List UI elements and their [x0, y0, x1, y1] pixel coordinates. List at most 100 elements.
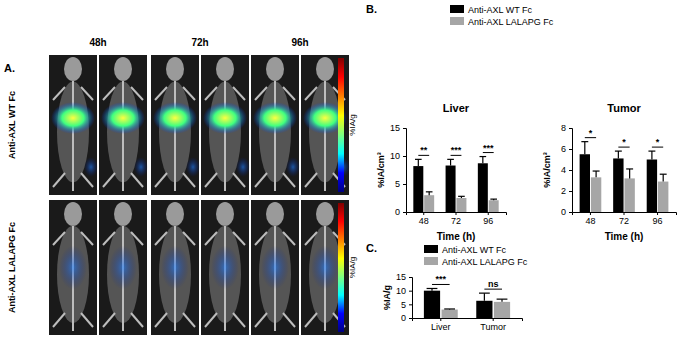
bar [591, 177, 601, 212]
error-bar-cap [490, 199, 497, 200]
tick-mark [624, 212, 625, 215]
panel-label: C. [366, 242, 377, 254]
limb [183, 87, 195, 100]
y-tick: 0 [395, 207, 406, 217]
limb [81, 87, 93, 100]
column-header: 96h [291, 37, 308, 48]
tick-mark [456, 212, 457, 215]
error-bar-stem [482, 157, 483, 164]
legend-swatch [450, 17, 464, 25]
error-bar [593, 171, 600, 177]
tick-label: 0 [561, 207, 566, 217]
error-bar [447, 159, 454, 165]
x-tick: Tumor [480, 318, 506, 332]
tick-label: 96 [653, 216, 663, 226]
error-bar-stem [618, 151, 619, 158]
limb [205, 232, 217, 245]
limb [81, 232, 93, 245]
skull [216, 202, 234, 226]
chart: 051015487296********LiverTime (h)%IA/cm³… [376, 5, 554, 243]
limb [255, 232, 267, 245]
limb [205, 173, 217, 187]
legend-label: Anti-AXL LALAPG Fc [468, 17, 554, 27]
tick-label: 48 [419, 216, 429, 226]
spine [224, 81, 226, 191]
uptake [253, 102, 297, 134]
bar [478, 163, 488, 212]
panel-label: A. [4, 62, 15, 74]
skull [266, 57, 284, 81]
bar [494, 302, 510, 318]
limb [155, 173, 167, 187]
uptake [286, 157, 300, 177]
limb [255, 173, 267, 187]
limb [53, 232, 65, 245]
error-bar [648, 151, 655, 159]
error-bar [660, 174, 667, 181]
limb [103, 173, 115, 187]
tick-label: 5 [401, 300, 406, 310]
tick-mark [657, 212, 658, 215]
uptake [109, 246, 137, 290]
chart-title: Liver [443, 102, 470, 114]
uptake [84, 157, 98, 177]
tick-mark [569, 149, 572, 150]
tick-label: 15 [396, 272, 406, 282]
error-bar [427, 288, 438, 290]
skull [64, 57, 82, 81]
mouse-image [301, 55, 350, 195]
x-tick: Liver [431, 318, 451, 332]
mouse-image [99, 200, 147, 335]
skull [114, 57, 132, 81]
image-background [251, 55, 299, 195]
significance-label: *** [483, 143, 494, 153]
tick-mark [403, 212, 406, 213]
tick-mark [409, 304, 412, 305]
column-header: 48h [89, 37, 106, 48]
mouse-image [201, 55, 250, 195]
image-panel [49, 55, 350, 335]
mouse-image [301, 200, 349, 335]
chart: 02468487296***TumorTime (h)%IA/cm³ [542, 102, 677, 242]
limb [131, 313, 143, 327]
column-header: 72h [191, 37, 208, 48]
legend-swatch [450, 5, 464, 13]
error-bar-stem [484, 293, 485, 301]
uptake [211, 246, 239, 290]
uptake [236, 157, 250, 177]
error-bar-cap [497, 299, 508, 300]
row-label: Anti-AXL WT Fc [7, 91, 17, 159]
mouse-image [251, 200, 299, 335]
legend-swatch [424, 257, 438, 265]
row-label: Anti-AXL LALAPG Fc [7, 222, 17, 313]
error-bar-stem [663, 174, 664, 181]
tick-mark [403, 156, 406, 157]
x-tick: 96 [653, 212, 663, 226]
error-bar-cap [415, 159, 422, 160]
limb [103, 87, 115, 100]
error-bar-cap [648, 151, 655, 152]
tick-label: 0 [395, 207, 400, 217]
tick-label: Liver [431, 322, 451, 332]
error-bar [626, 169, 633, 178]
tick-label: 72 [619, 216, 629, 226]
error-bar-cap [581, 141, 588, 142]
skull [166, 202, 184, 226]
skull [64, 202, 82, 226]
skull [216, 57, 234, 81]
x-axis: Liver Tumor [413, 318, 523, 332]
bar [647, 160, 657, 213]
legend-label: Anti-AXL WT Fc [442, 245, 507, 255]
legend-label: Anti-AXL WT Fc [468, 5, 533, 15]
error-bar-cap [426, 191, 433, 192]
error-bar [426, 192, 433, 195]
image-background [301, 200, 349, 335]
uptake [51, 102, 95, 134]
error-bars [581, 142, 666, 182]
limb [233, 87, 245, 100]
error-bar-cap [593, 170, 600, 171]
error-bar-cap [660, 174, 667, 175]
limb [283, 313, 295, 327]
tick-mark [569, 212, 572, 213]
figure: A. 48h 72h 96h Anti-AXL WT Fc Anti-AXL LALAPG… [0, 0, 685, 337]
